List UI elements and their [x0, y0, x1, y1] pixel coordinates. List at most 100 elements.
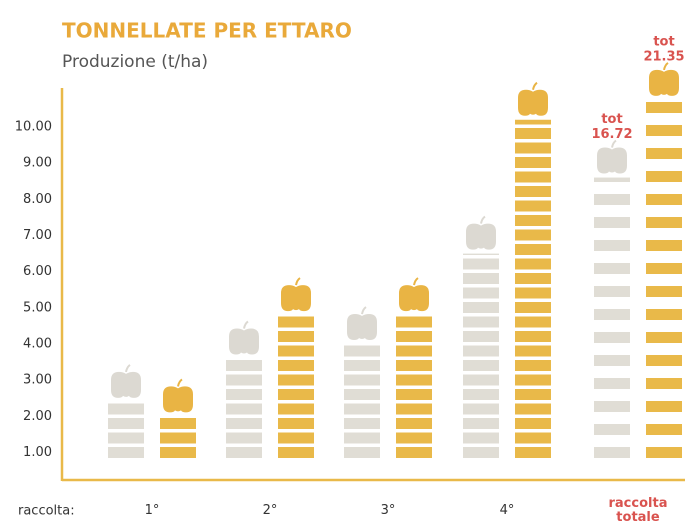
- bar: [463, 215, 499, 458]
- x-tick-label: 4°: [499, 503, 515, 518]
- stripe: [594, 217, 630, 228]
- total-label: tot: [601, 112, 622, 127]
- y-tick-label: 1.00: [23, 445, 52, 460]
- stripe: [646, 286, 682, 297]
- stripe: [515, 345, 551, 357]
- pepper-stem: [532, 81, 538, 90]
- stripe: [646, 332, 682, 343]
- y-tick-label: 3.00: [23, 373, 52, 388]
- y-tick-label: 6.00: [23, 264, 52, 279]
- stripe: [344, 345, 380, 357]
- pepper-stem: [125, 364, 131, 373]
- pepper-icon: [518, 89, 548, 116]
- stripe: [108, 418, 144, 429]
- stripe: [515, 374, 551, 386]
- pepper-stem: [480, 215, 486, 224]
- stripe: [463, 258, 499, 270]
- stripe: [463, 447, 499, 458]
- x-tick-label: raccolta totale: [608, 496, 668, 525]
- bar: [515, 81, 551, 458]
- stripe: [515, 119, 551, 125]
- x-tick-label: 3°: [380, 503, 396, 518]
- y-tick-label: 5.00: [23, 300, 52, 315]
- bar: [160, 378, 196, 458]
- pepper-icon: [466, 223, 496, 250]
- stripe: [515, 142, 551, 154]
- bar: [226, 320, 262, 458]
- stripe: [396, 418, 432, 429]
- stripe: [646, 148, 682, 159]
- stripe: [226, 403, 262, 415]
- stripe: [515, 432, 551, 444]
- stripe: [278, 316, 314, 328]
- stripe: [344, 432, 380, 444]
- stripe: [646, 447, 682, 458]
- stripe: [344, 447, 380, 458]
- stripe: [160, 418, 196, 429]
- stripe: [594, 177, 630, 182]
- stripe: [646, 309, 682, 320]
- stripe: [160, 447, 196, 458]
- stripe: [463, 403, 499, 415]
- x-axis-label: raccolta:: [18, 504, 75, 519]
- stripe: [278, 331, 314, 342]
- stripe: [396, 389, 432, 400]
- value-label: 16.72: [591, 127, 632, 142]
- stripe: [515, 186, 551, 197]
- stripe: [108, 447, 144, 458]
- stripe: [515, 403, 551, 415]
- stripe: [515, 273, 551, 284]
- stripe: [646, 355, 682, 366]
- stripe: [278, 360, 314, 371]
- stripe: [463, 360, 499, 371]
- stripe: [646, 217, 682, 228]
- stripe: [463, 418, 499, 429]
- stripe: [278, 432, 314, 444]
- stripe: [278, 447, 314, 458]
- stripe: [278, 389, 314, 400]
- stripe: [515, 200, 551, 212]
- stripe: [108, 403, 144, 415]
- stripe: [594, 263, 630, 274]
- stripe: [515, 215, 551, 226]
- stripe: [515, 171, 551, 183]
- pepper-stem: [243, 320, 249, 329]
- value-label: 21.35: [643, 49, 684, 64]
- x-tick-label: 2°: [262, 503, 278, 518]
- stripe: [344, 418, 380, 429]
- stripe: [226, 374, 262, 386]
- stripe: [463, 287, 499, 299]
- stripe: [396, 345, 432, 357]
- stripe: [396, 447, 432, 458]
- stripe: [515, 302, 551, 313]
- stripe: [463, 316, 499, 328]
- stripe: [226, 418, 262, 429]
- chart-title: TONNELLATE PER ETTARO: [62, 19, 352, 43]
- stripe: [396, 432, 432, 444]
- stripe: [278, 418, 314, 429]
- stripe: [594, 401, 630, 412]
- stripe: [515, 418, 551, 429]
- stripe: [515, 258, 551, 270]
- bar: [594, 139, 630, 458]
- stripe: [594, 355, 630, 366]
- stripe: [594, 286, 630, 297]
- stripe: [646, 102, 682, 113]
- stripe: [463, 273, 499, 284]
- y-tick-label: 10.00: [15, 119, 52, 134]
- pepper-icon: [281, 285, 311, 312]
- stripe: [515, 389, 551, 400]
- total-label: tot: [653, 34, 674, 49]
- pepper-icon: [347, 314, 377, 341]
- pepper-icon: [111, 371, 141, 398]
- bar: [344, 306, 380, 458]
- stripe: [463, 345, 499, 357]
- stripe: [646, 424, 682, 435]
- stripe: [515, 447, 551, 458]
- stripe: [344, 360, 380, 371]
- y-tick-label: 4.00: [23, 337, 52, 352]
- stripe: [594, 424, 630, 435]
- pepper-icon: [229, 328, 259, 355]
- stripe: [396, 360, 432, 371]
